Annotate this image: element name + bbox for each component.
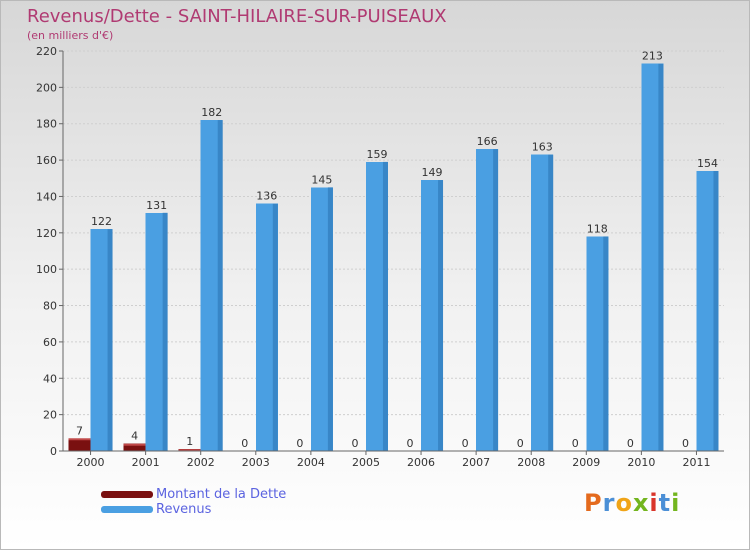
data-label-dette: 0 [627,437,634,450]
data-label-revenus: 149 [422,166,443,179]
bar-revenus [255,203,278,451]
data-label-dette: 0 [682,437,689,450]
bar-dette-highlight [68,438,91,441]
logo-letter: i [671,489,681,517]
data-label-dette: 4 [131,430,138,443]
logo-letter: x [632,489,650,517]
logo-letter: i [649,489,659,517]
bar-dette-highlight [123,443,146,446]
bar-dette-highlight [178,449,201,451]
bar-revenus [531,154,554,452]
x-tick-label: 2002 [187,456,215,469]
x-tick-label: 2008 [517,456,545,469]
legend-label-dette: Montant de la Dette [156,487,287,502]
logo-letter: P [584,489,603,517]
data-label-dette: 0 [241,437,248,450]
bar-revenus-shade [327,187,333,451]
y-tick-label: 140 [36,190,57,203]
bar-revenus [90,229,113,451]
legend-swatch-revenus [101,506,153,513]
y-tick-label: 40 [43,372,57,385]
legend-item-dette: Montant de la Dette [101,487,286,502]
unit-label: (en milliers d'€) [27,29,114,42]
bar-revenus [200,120,223,451]
bar-revenus [310,187,333,451]
data-label-dette: 0 [351,437,358,450]
bar-revenus [476,149,499,451]
logo-letter: o [615,489,633,517]
x-tick-label: 2006 [407,456,435,469]
bar-revenus-shade [548,154,554,452]
y-tick-label: 220 [36,45,57,58]
data-label-dette: 7 [76,424,83,437]
bar-dette [68,438,91,451]
bar-revenus [365,161,388,451]
x-tick-label: 2007 [462,456,490,469]
data-label-dette: 0 [462,437,469,450]
data-label-revenus: 166 [477,135,498,148]
y-tick-label: 180 [36,118,57,131]
y-tick-label: 20 [43,409,57,422]
data-label-revenus: 182 [201,106,222,119]
bar-revenus-shade [493,149,499,451]
data-label-revenus: 118 [587,222,608,235]
legend-label-revenus: Revenus [156,502,212,517]
x-tick-label: 2011 [682,456,710,469]
bar-revenus [696,171,719,451]
data-label-revenus: 163 [532,141,553,154]
data-label-dette: 1 [186,435,193,448]
y-tick-label: 120 [36,227,57,240]
data-label-revenus: 131 [146,199,167,212]
x-tick-label: 2009 [572,456,600,469]
data-label-dette: 0 [296,437,303,450]
data-label-revenus: 213 [642,50,663,63]
x-tick-label: 2010 [627,456,655,469]
legend-item-revenus: Revenus [101,502,286,517]
bar-revenus-shade [382,161,388,451]
data-label-dette: 0 [517,437,524,450]
legend-swatch-dette [101,491,153,498]
data-label-dette: 0 [407,437,414,450]
y-tick-label: 200 [36,81,57,94]
bar-revenus-shade [603,236,609,451]
y-tick-label: 80 [43,300,57,313]
bar-revenus [421,180,444,451]
data-label-revenus: 159 [366,148,387,161]
bar-revenus [145,212,168,451]
bar-revenus-shade [107,229,113,451]
x-tick-label: 2001 [132,456,160,469]
data-label-revenus: 154 [697,157,718,170]
bar-revenus-shade [272,203,278,451]
bar-revenus [586,236,609,451]
y-tick-label: 0 [50,445,57,458]
data-label-dette: 0 [572,437,579,450]
bar-dette [123,443,146,451]
logo-letter: t [658,489,672,517]
bar-revenus-shade [162,212,168,451]
logo-letter: r [602,489,616,517]
y-tick-label: 100 [36,263,57,276]
bar-revenus-shade [438,180,444,451]
proxiti-logo: Proxiti [584,489,680,517]
bar-revenus-shade [658,63,664,452]
y-tick-label: 160 [36,154,57,167]
data-label-revenus: 136 [256,190,277,203]
bar-revenus-shade [217,120,223,451]
x-tick-label: 2003 [242,456,270,469]
bar-revenus [641,63,664,452]
chart-title: Revenus/Dette - SAINT-HILAIRE-SUR-PUISEA… [27,6,447,27]
x-tick-label: 2000 [77,456,105,469]
x-tick-label: 2005 [352,456,380,469]
data-label-revenus: 145 [311,173,332,186]
data-label-revenus: 122 [91,215,112,228]
bar-revenus-shade [713,171,719,451]
x-tick-label: 2004 [297,456,325,469]
y-tick-label: 60 [43,336,57,349]
legend: Montant de la Dette Revenus [101,487,286,517]
